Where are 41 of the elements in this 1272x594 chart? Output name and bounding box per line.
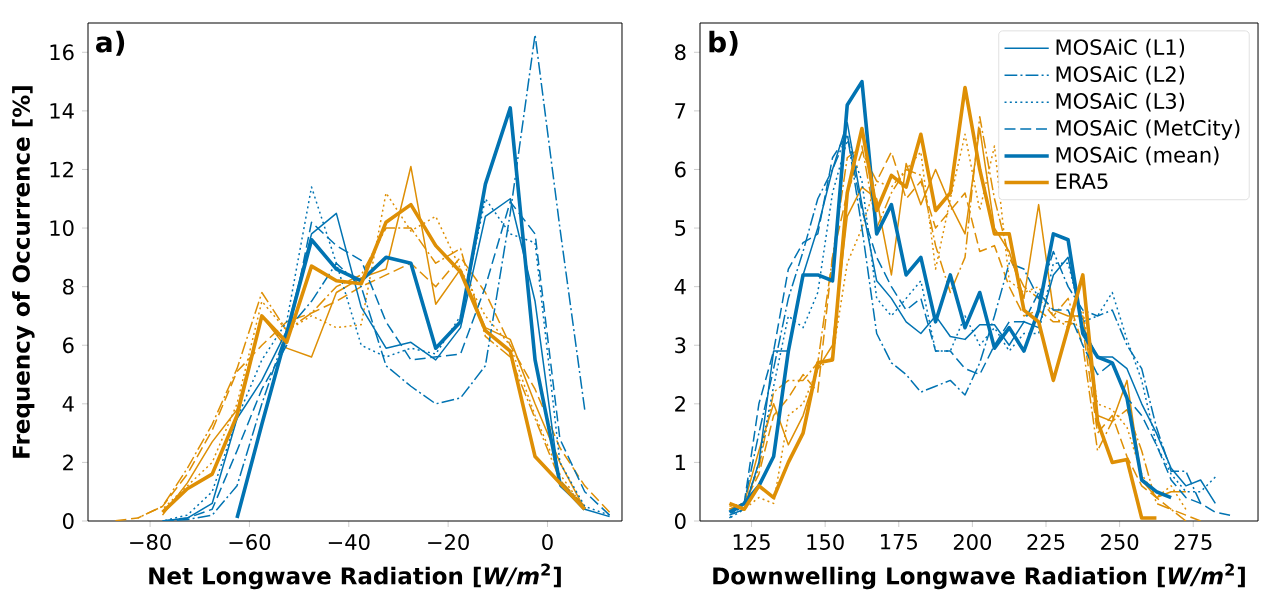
- y-tick-label: 2: [63, 454, 73, 471]
- x-tick-label: 250: [1101, 534, 1139, 550]
- legend-label: ERA5: [1056, 173, 1108, 190]
- x-tick-label: 125: [733, 534, 770, 550]
- x-tick-label: 200: [953, 534, 992, 550]
- y-tick-label: 2: [675, 396, 685, 412]
- x-tick-label: −80: [130, 534, 171, 550]
- x-tick-label: 0: [542, 534, 553, 550]
- x-tick-label: 150: [807, 534, 844, 550]
- y-tick-label: 8: [63, 278, 74, 295]
- legend-label: MOSAiC (MetCity): [1056, 119, 1240, 140]
- x-axis-title: Net Longwave Radiation [W/m$^{2}$]: [149, 563, 561, 590]
- x-tick-label: −60: [229, 534, 271, 550]
- y-tick-label: 1: [675, 454, 686, 471]
- x-tick-label: 175: [881, 534, 917, 550]
- y-tick-label: 4: [62, 396, 74, 412]
- annotation: b): [709, 30, 738, 56]
- legend-label: MOSAiC (L1): [1056, 38, 1185, 58]
- y-tick-label: 3: [675, 337, 686, 354]
- annotation: a): [96, 30, 125, 56]
- y-tick-label: 0: [62, 513, 74, 529]
- y-tick-label: 16: [50, 44, 74, 61]
- x-tick-label: −20: [428, 534, 469, 550]
- y-tick-label: 8: [675, 44, 686, 61]
- x-axis-title: Downwelling Longwave Radiation [W/m$^{2}$]: [713, 563, 1245, 590]
- legend-label: MOSAiC (L3): [1056, 92, 1185, 112]
- y-tick-label: 10: [50, 220, 74, 237]
- y-tick-label: 0: [674, 513, 686, 529]
- y-tick-label: 4: [674, 278, 686, 295]
- y-tick-label: 6: [63, 337, 74, 354]
- y-tick-label: 7: [675, 103, 686, 119]
- x-tick-label: 225: [1027, 534, 1065, 550]
- y-tick-label: 6: [675, 161, 686, 178]
- y-tick-label: 14: [50, 103, 74, 119]
- x-tick-label: −40: [328, 534, 370, 550]
- legend-label: MOSAiC (mean): [1056, 146, 1219, 166]
- legend-label: MOSAiC (L2): [1056, 65, 1185, 85]
- y-tick-label: 12: [50, 161, 73, 178]
- x-tick-label: 275: [1174, 534, 1212, 550]
- y-tick-label: 5: [675, 220, 686, 236]
- y-axis-title: Frequency of Occurrence [%]: [12, 86, 35, 458]
